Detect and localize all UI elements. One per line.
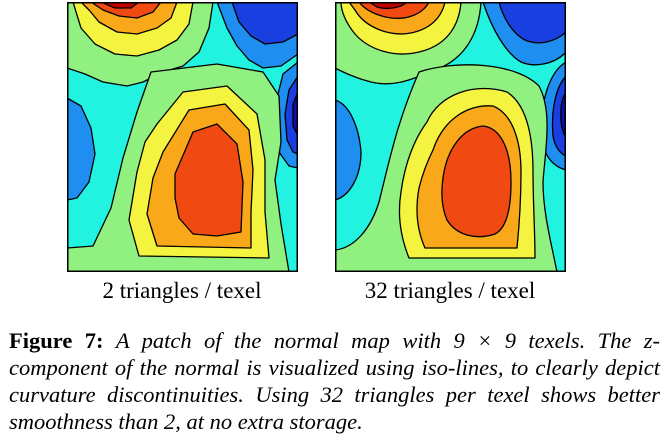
basin-top-right-inner [231, 2, 298, 45]
peak-top-l7 [90, 2, 162, 19]
basin-right-inner [551, 75, 566, 157]
contour-plot-2-triangles [67, 2, 298, 272]
panel-label-left: 2 triangles / texel [102, 278, 262, 303]
contour-plot-32-triangles [335, 2, 566, 272]
basin-right-inner [284, 75, 298, 155]
caption-text: A patch of the normal map with 9 × 9 tex… [9, 328, 660, 434]
panel-label-right: 32 triangles / texel [364, 278, 536, 303]
peak-center-l7 [174, 123, 244, 237]
basin-left [67, 97, 96, 201]
basin-top-right-inner [498, 2, 566, 44]
caption-label: Figure 7: [9, 328, 104, 353]
frame [67, 2, 298, 272]
frame [335, 2, 566, 272]
basin-left [335, 99, 362, 201]
contour-svg-left [67, 2, 298, 272]
contour-svg-right [335, 2, 566, 272]
peak-center-l7 [441, 125, 512, 238]
figure-caption: Figure 7: A patch of the normal map with… [9, 327, 660, 435]
